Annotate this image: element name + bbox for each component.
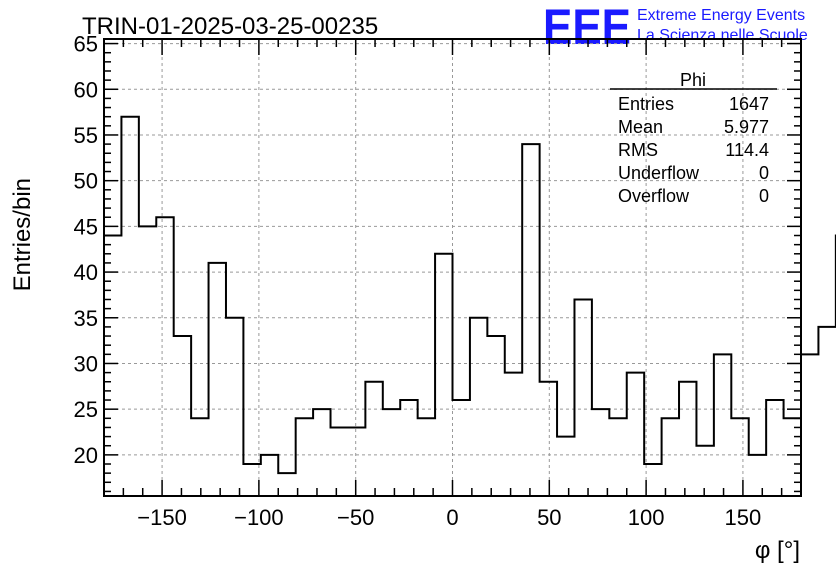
y-tick-label: 25 — [74, 397, 98, 422]
x-tick-label: 150 — [725, 505, 762, 530]
x-tick-labels: −150 −100 −50 0 50 100 150 — [137, 505, 761, 530]
stats-label: Underflow — [618, 163, 700, 183]
stats-value: 5.977 — [724, 117, 769, 137]
logo-eee-text: EEE — [543, 0, 631, 55]
x-tick-label: 0 — [446, 505, 458, 530]
y-tick-label: 55 — [74, 123, 98, 148]
y-tick-label: 45 — [74, 214, 98, 239]
stats-label: Entries — [618, 94, 674, 114]
x-tick-label: −50 — [337, 505, 374, 530]
stats-rows: Entries 1647 Mean 5.977 RMS 114.4 Underflow 0 Ov… — [618, 94, 769, 206]
chart-title: TRIN-01-2025-03-25-00235 — [82, 13, 378, 40]
stats-value: 0 — [759, 186, 769, 206]
stats-box: Phi Entries 1647 Mean 5.977 RMS 114.4 Underflo… — [610, 70, 777, 206]
x-tick-label: −100 — [234, 505, 284, 530]
stats-box-name: Phi — [680, 70, 706, 90]
stats-label: RMS — [618, 140, 658, 160]
y-tick-label: 30 — [74, 351, 98, 376]
y-tick-label: 50 — [74, 169, 98, 194]
x-tick-label: 100 — [628, 505, 665, 530]
stats-value: 114.4 — [725, 140, 769, 160]
eee-logo: EEE Extreme Energy Events La Scienza nel… — [543, 0, 808, 55]
axis-ticks — [103, 39, 802, 496]
stats-value: 1647 — [729, 94, 769, 114]
y-tick-label: 20 — [74, 443, 98, 468]
stats-value: 0 — [759, 163, 769, 183]
x-axis-label: φ [°] — [755, 537, 800, 564]
y-tick-label: 40 — [74, 260, 98, 285]
y-tick-labels: 20 25 30 35 40 45 50 55 60 65 — [74, 32, 98, 468]
x-tick-label: −150 — [137, 505, 187, 530]
y-axis-label: Entries/bin — [9, 178, 36, 291]
y-tick-label: 35 — [74, 306, 98, 331]
logo-line1: Extreme Energy Events — [637, 7, 805, 24]
y-tick-label: 60 — [74, 77, 98, 102]
x-tick-label: 50 — [537, 505, 561, 530]
stats-label: Overflow — [618, 186, 690, 206]
stats-label: Mean — [618, 117, 663, 137]
y-tick-label: 65 — [74, 32, 98, 57]
